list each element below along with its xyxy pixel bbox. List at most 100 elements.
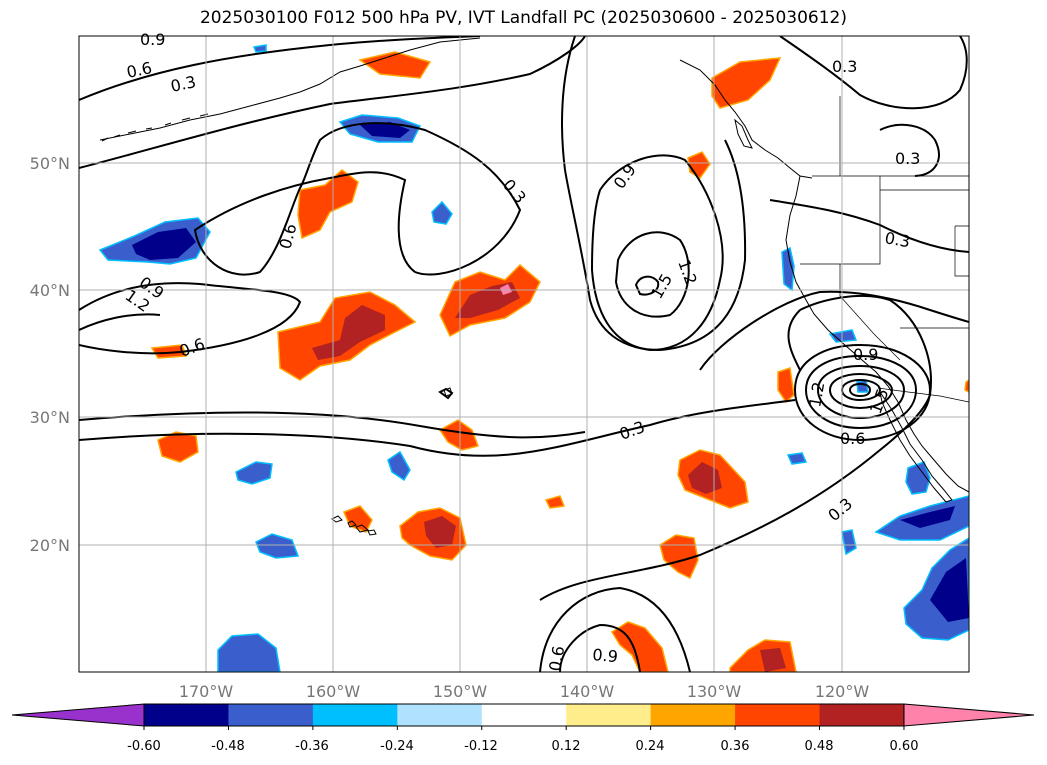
colorbar-segment [650, 704, 736, 726]
colorbar-segment [144, 704, 229, 726]
contour-line [539, 586, 691, 672]
aleutian-islands [101, 113, 209, 142]
contour-label: 0.3 [895, 149, 920, 168]
colorbar-tick-label: -0.60 [127, 739, 161, 754]
pv-positive-patch [711, 57, 782, 109]
contour-label: 0.3 [499, 175, 530, 207]
pv-negative-patch [900, 506, 955, 528]
colorbar-tick-label: 0.60 [890, 739, 919, 754]
lat-label: 30°N [30, 408, 70, 427]
contour-line [779, 36, 968, 110]
contour-line [590, 154, 724, 352]
pv-positive-patch [157, 431, 199, 463]
contour-label: 0.9 [592, 645, 619, 666]
contour-line [79, 36, 481, 101]
contour-line [804, 354, 918, 430]
contour-line [787, 309, 801, 371]
pv-positive-patch [760, 648, 786, 672]
pv-negative-patch [387, 450, 411, 482]
contour-line [793, 343, 932, 442]
pv-positive-patch [687, 151, 711, 179]
contour-line [79, 411, 586, 439]
pv-positive-patch [659, 534, 699, 580]
contour-label: 0.9 [853, 345, 878, 364]
contour-label: 0.3 [832, 57, 857, 76]
colorbar-tick-label: 0.24 [636, 739, 665, 754]
pv-negative-patch [786, 452, 808, 465]
pv-negative-patch [255, 533, 300, 559]
pv-negative-patch [235, 461, 273, 485]
contour-line [879, 123, 940, 177]
colorbar-tick-label: 0.36 [721, 739, 750, 754]
pv-negative-patch [930, 558, 969, 622]
contour-labels: 0.9 0.6 0.3 0.9 1.2 0.6 0.6 0.3 0.9 1.2 … [122, 30, 921, 673]
colorbar-segment [566, 704, 652, 726]
pv-negative-patch [781, 246, 795, 292]
vancouver-island [734, 118, 753, 149]
pv-positive-patch [964, 379, 969, 393]
coastlines [99, 37, 969, 536]
colorbar-tick-label: 0.12 [552, 739, 581, 754]
plot-frame [78, 35, 970, 673]
colorbar-tick-label: -0.48 [211, 739, 245, 754]
pv-positive-patch [312, 305, 385, 360]
lon-label: 140°W [560, 682, 615, 701]
pv-positive-patch [358, 51, 432, 79]
contour-line [559, 623, 641, 672]
contour-line [769, 199, 969, 253]
contour-line [438, 387, 454, 400]
pv-negative-patch [132, 228, 196, 260]
colorbar-segment [819, 704, 905, 726]
lon-label: 170°W [179, 682, 234, 701]
contour-label: 0.3 [883, 228, 911, 251]
colorbar-outline [143, 703, 905, 727]
colorbar-extend-low [11, 703, 145, 727]
contour-label: 0.6 [177, 334, 207, 361]
pv-negative-patch [828, 329, 858, 343]
contour-line [614, 231, 690, 318]
lat-label: 50°N [30, 154, 70, 173]
lon-label: 120°W [815, 682, 870, 701]
contour-line [79, 36, 586, 169]
colorbar-segment [228, 704, 314, 726]
contour-label: 0.6 [125, 58, 154, 82]
pv-positive-patch [544, 495, 566, 509]
contour-line [79, 313, 161, 331]
pv-negative-patch [841, 529, 857, 556]
pv-negative-patch [217, 633, 281, 672]
contour-label: 0.3 [824, 494, 856, 525]
lon-label: 160°W [306, 682, 361, 701]
pv-positive-patch [777, 367, 795, 404]
colorbar-extend-high [903, 703, 1035, 727]
ivt-contours [79, 36, 969, 672]
longitude-labels: 170°W 160°W 150°W 140°W 130°W 120°W [179, 682, 870, 701]
hawaii-islands [331, 515, 377, 536]
colorbar-segment [312, 704, 398, 726]
contour-label: 0.3 [617, 417, 647, 444]
contour-line [699, 290, 969, 371]
lat-label: 40°N [30, 281, 70, 300]
pv-anomaly-fills [98, 44, 969, 672]
contour-line [193, 122, 522, 276]
contour-label: 0.9 [610, 161, 640, 193]
colorbar-tick-label: -0.12 [464, 739, 498, 754]
contour-line [840, 378, 882, 402]
contour-line [634, 275, 660, 296]
baja-california [879, 391, 953, 503]
contour-label: 0.9 [140, 30, 165, 49]
contour-label: 0.6 [276, 222, 301, 252]
pv-negative-patch [905, 461, 931, 495]
colorbar-segment [735, 704, 821, 726]
pv-positive-patch [424, 516, 456, 548]
contour-line [561, 36, 747, 352]
us-west-coast [785, 175, 969, 493]
contour-label: 0.3 [169, 72, 198, 96]
lon-label: 130°W [687, 682, 742, 701]
pv-positive-patch [438, 419, 479, 451]
state-border [839, 264, 901, 361]
latitude-labels: 50°N 40°N 30°N 20°N [30, 154, 70, 555]
pv-negative-patch [252, 44, 267, 53]
colorbar-tick-label: 0.48 [805, 739, 834, 754]
colorbar-tick-label: -0.24 [380, 739, 414, 754]
